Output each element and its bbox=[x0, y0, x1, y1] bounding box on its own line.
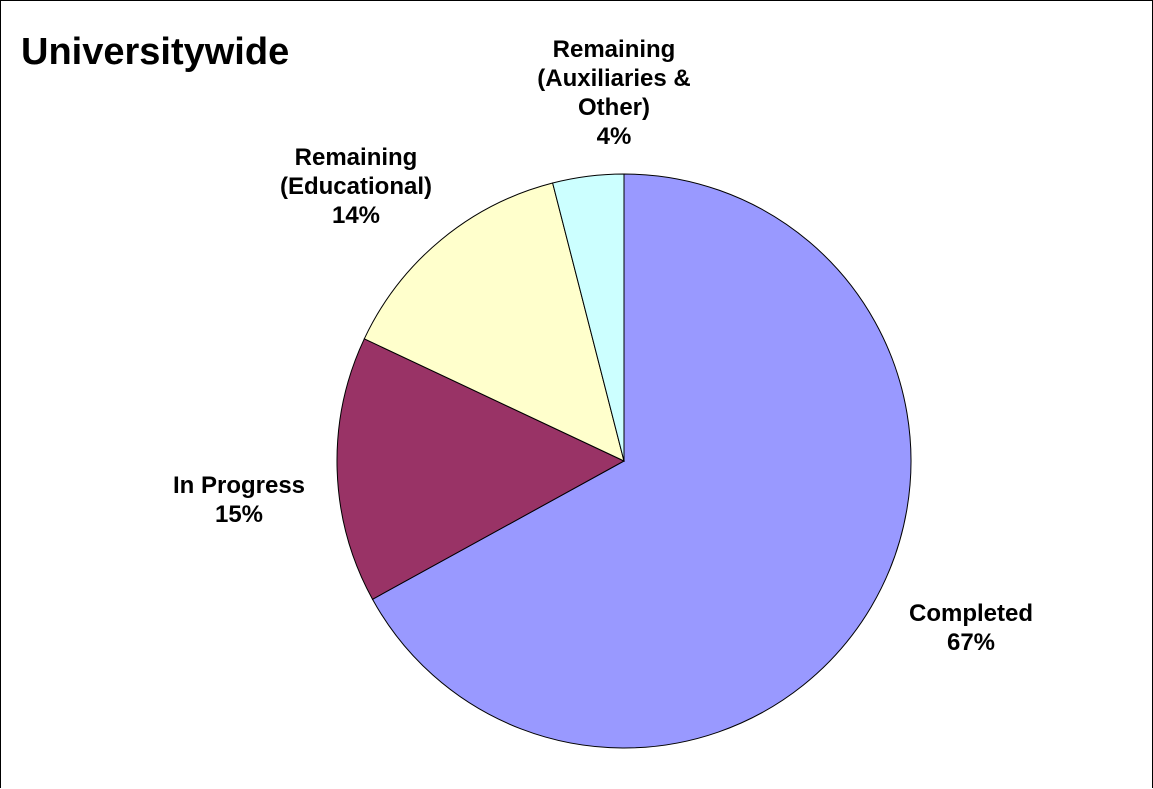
slice-label-line: In Progress bbox=[173, 472, 305, 499]
slice-label-line: 14% bbox=[332, 202, 380, 229]
pie-slice bbox=[371, 173, 912, 749]
pie-slice bbox=[336, 338, 626, 600]
slice-label-line: 15% bbox=[215, 501, 263, 528]
slice-label-line: 67% bbox=[947, 629, 995, 656]
slice-label-line: (Auxiliaries & bbox=[537, 65, 690, 92]
slice-label-line: (Educational) bbox=[280, 173, 432, 200]
slice-label-line: Remaining bbox=[553, 36, 676, 63]
slice-label: Remaining (Auxiliaries & Other) 4% bbox=[537, 36, 690, 150]
pie-slice bbox=[363, 182, 625, 462]
pie-slice bbox=[552, 173, 625, 462]
slice-label-line: Completed bbox=[909, 600, 1033, 627]
slice-label: In Progress 15% bbox=[173, 472, 305, 528]
slice-label-line: 4% bbox=[597, 123, 632, 150]
chart-title: Universitywide bbox=[21, 31, 290, 73]
slice-label: Completed 67% bbox=[909, 600, 1033, 656]
slice-label: Remaining (Educational) 14% bbox=[280, 144, 432, 229]
slice-label-line: Remaining bbox=[295, 144, 418, 171]
slice-label-line: Other) bbox=[578, 94, 650, 121]
